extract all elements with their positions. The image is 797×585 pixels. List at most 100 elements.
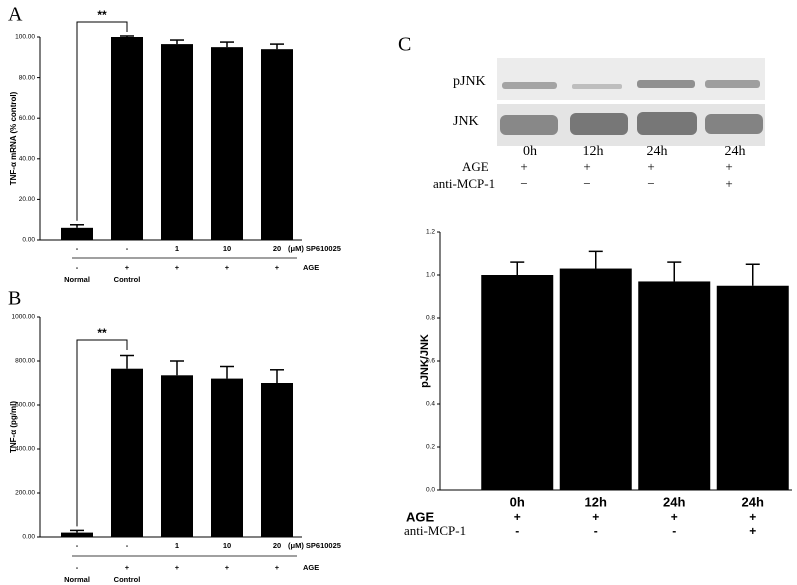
significance-bracket — [76, 21, 128, 221]
bar — [61, 227, 93, 240]
y-axis-label: pJNK/JNK — [419, 334, 431, 388]
row-label: AGE — [303, 263, 319, 272]
blot-band-label: JNK — [453, 114, 479, 129]
panel-label: B — [8, 288, 21, 310]
significance-label: ** — [97, 326, 107, 340]
row-value: - — [76, 541, 79, 550]
blot-row-label: anti-MCP-1 — [433, 176, 495, 191]
category-label: 24h — [742, 494, 764, 509]
row-label: AGE — [303, 563, 319, 572]
row-value: - — [76, 244, 79, 253]
category-label: Control — [114, 275, 141, 284]
y-tick-label: 1.0 — [426, 272, 435, 279]
row-value: + — [125, 263, 130, 272]
bar — [261, 383, 293, 537]
blot-row-value: + — [647, 159, 654, 174]
y-tick-label: 0.6 — [426, 358, 435, 365]
row-value: 20 — [273, 541, 281, 550]
row-value: - — [126, 541, 129, 550]
blot-row-label: AGE — [462, 159, 489, 174]
blot-lane-label: 12h — [583, 144, 604, 159]
blot-band-label: pJNK — [453, 74, 486, 89]
bar — [211, 47, 243, 241]
blot-lane-label: 24h — [725, 144, 746, 159]
y-tick-label: 400.00 — [15, 446, 35, 453]
category-label: 12h — [585, 494, 607, 509]
blot-strip — [497, 58, 765, 100]
y-tick-label: 1000.00 — [12, 314, 36, 321]
y-tick-label: 600.00 — [15, 402, 35, 409]
blot-lane-label: 24h — [647, 144, 668, 159]
blot-lane-label: 0h — [523, 144, 537, 159]
y-tick-label: 80.00 — [19, 74, 36, 81]
y-tick-label: 60.00 — [19, 115, 36, 122]
y-tick-label: 20.00 — [19, 196, 36, 203]
y-tick-label: 1.2 — [426, 229, 435, 236]
blot-row-value: + — [520, 159, 527, 174]
row-value: 1 — [175, 541, 179, 550]
blot-row-value: − — [647, 176, 654, 191]
y-tick-label: 0.00 — [22, 237, 35, 244]
y-tick-label: 0.2 — [426, 444, 435, 451]
row-value: + — [275, 263, 280, 272]
blot-row-value: − — [520, 176, 527, 191]
category-label: Control — [114, 575, 141, 584]
chart-panel: B 0.00 200.00 400.00 600.00 800.00 1000.00 TNF-… — [8, 288, 341, 584]
row-value: + — [275, 563, 280, 572]
y-tick-label: 0.4 — [426, 401, 435, 408]
category-label: 24h — [663, 494, 685, 509]
chart-panel: A 0.00 20.00 40.00 60.00 80.00 100.00 TNF-α mRN… — [8, 4, 341, 284]
row-value: + — [671, 510, 678, 524]
row-label: (μM) SP610025 — [288, 541, 341, 550]
row-value: + — [749, 510, 756, 524]
row-label: (μM) SP610025 — [288, 244, 341, 253]
row-value: - — [515, 524, 519, 538]
row-value: - — [594, 524, 598, 538]
row-value: + — [225, 263, 230, 272]
bar — [61, 532, 93, 537]
y-tick-label: 0.0 — [426, 487, 435, 494]
chart-panel: C 0.0 0.2 0.4 0.6 0.8 1.0 1.2 pJNK/JNK 0h 12h 24h 24… — [398, 34, 792, 538]
y-axis-label: TNF-α mRNA (% control) — [9, 91, 18, 185]
blot-row-value: − — [583, 176, 590, 191]
row-value: + — [175, 563, 180, 572]
bar — [638, 281, 711, 490]
bar — [261, 49, 293, 241]
row-value: + — [749, 524, 756, 538]
bar — [211, 378, 243, 537]
blot-row-value: + — [583, 159, 590, 174]
row-value: - — [672, 524, 676, 538]
row-value: + — [225, 563, 230, 572]
row-label: anti-MCP-1 — [404, 523, 466, 538]
bar — [111, 368, 143, 537]
y-tick-label: 100.00 — [15, 34, 35, 41]
bar — [716, 285, 789, 490]
row-value: 10 — [223, 541, 231, 550]
row-value: 1 — [175, 244, 179, 253]
bar — [111, 37, 143, 240]
y-tick-label: 800.00 — [15, 358, 35, 365]
y-tick-label: 40.00 — [19, 156, 36, 163]
y-tick-label: 0.8 — [426, 315, 435, 322]
bar — [559, 268, 632, 490]
y-tick-label: 200.00 — [15, 490, 35, 497]
row-label: AGE — [406, 509, 435, 524]
row-value: - — [76, 563, 79, 572]
blot-row-value: + — [725, 159, 732, 174]
row-value: 10 — [223, 244, 231, 253]
significance-bracket — [76, 339, 128, 527]
significance-label: ** — [97, 8, 107, 22]
category-label: Normal — [64, 575, 90, 584]
blot-bands — [500, 80, 763, 135]
row-value: - — [76, 263, 79, 272]
category-label: 0h — [510, 494, 525, 509]
panel-label: C — [398, 34, 411, 56]
panel-label: A — [8, 4, 23, 26]
row-value: + — [125, 563, 130, 572]
blot-row-value: + — [725, 176, 732, 191]
row-value: 20 — [273, 244, 281, 253]
row-value: + — [514, 510, 521, 524]
bar — [161, 375, 193, 537]
